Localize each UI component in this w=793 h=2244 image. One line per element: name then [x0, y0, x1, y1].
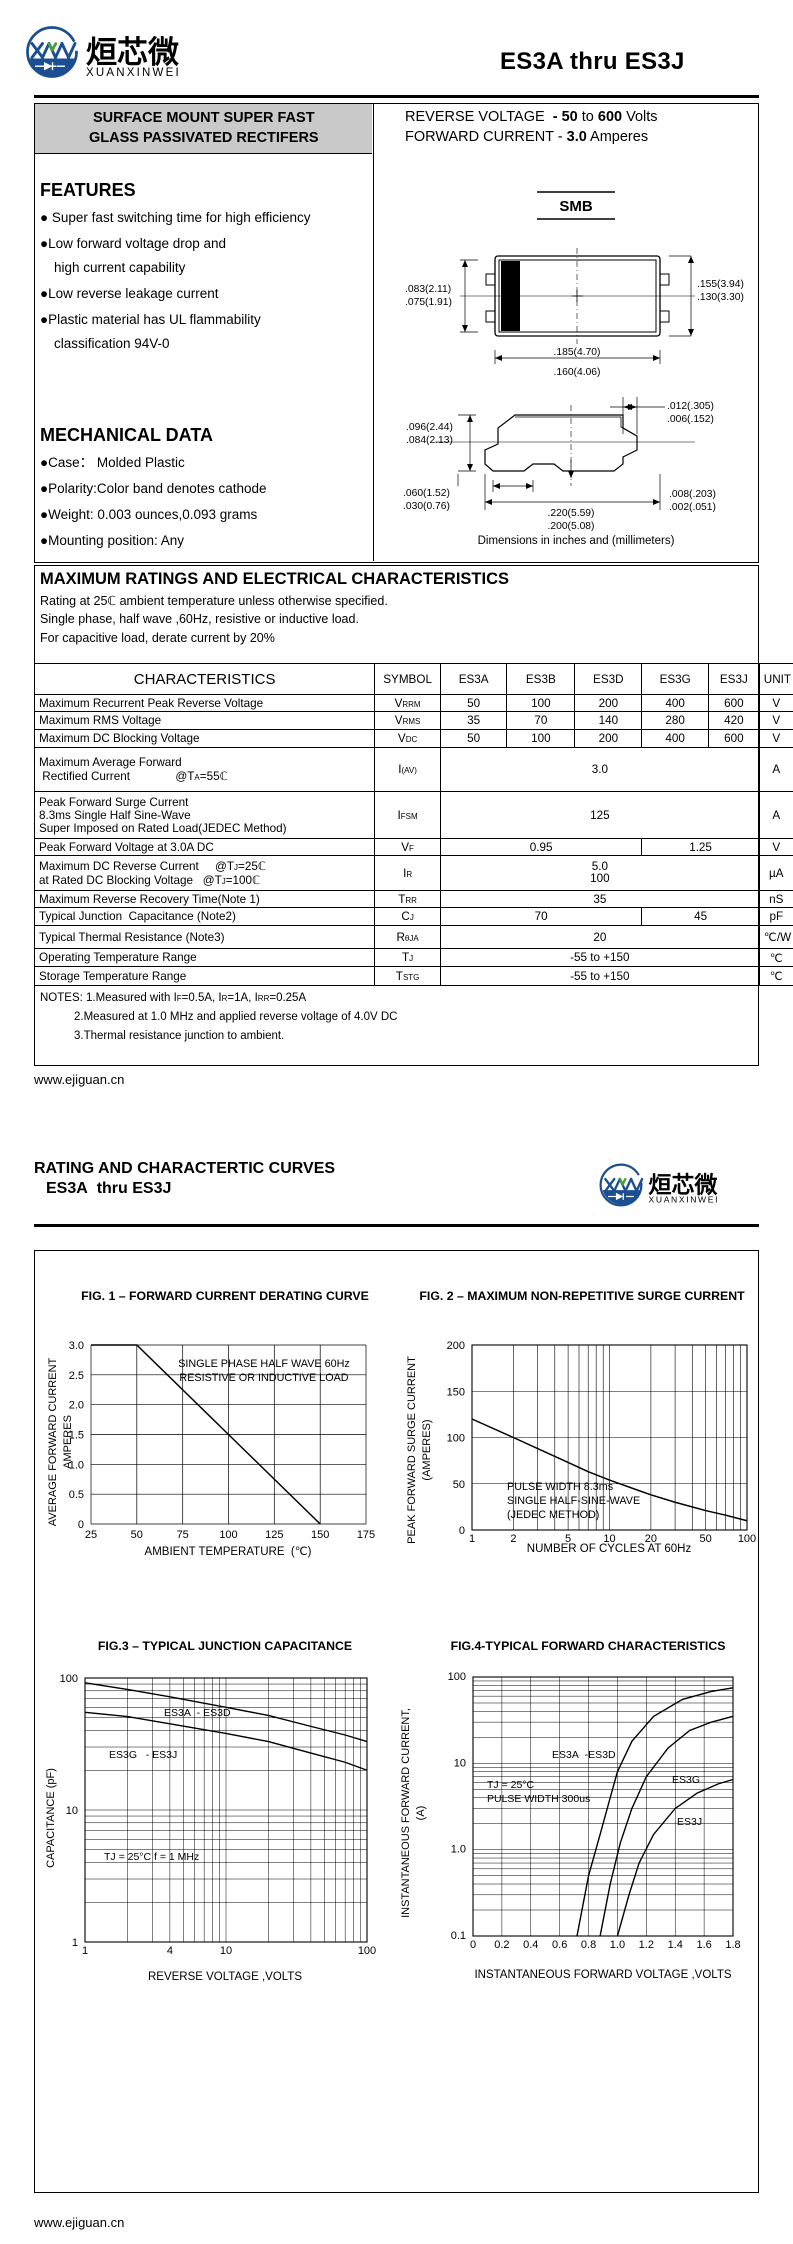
svg-text:.060(1.52): .060(1.52): [403, 488, 450, 499]
svg-text:50: 50: [453, 1479, 465, 1491]
svg-text:1.4: 1.4: [668, 1939, 683, 1951]
svg-text:.008(.203): .008(.203): [669, 489, 716, 500]
svg-text:ES3A -ES3D: ES3A -ES3D: [552, 1749, 616, 1761]
svg-text:0: 0: [78, 1519, 84, 1531]
svg-text:175: 175: [357, 1529, 375, 1541]
svg-text:25: 25: [85, 1529, 97, 1541]
svg-text:ES3G - ES3J: ES3G - ES3J: [109, 1749, 177, 1761]
svg-text:FIG.4-TYPICAL FORWARD CHARACTE: FIG.4-TYPICAL FORWARD CHARACTERISTICS: [451, 1639, 726, 1653]
svg-text:0.1: 0.1: [451, 1930, 466, 1942]
svg-text:50: 50: [699, 1533, 711, 1545]
svg-text:.160(4.06): .160(4.06): [554, 367, 601, 378]
svg-text:TJ = 25°C f = 1 MHz: TJ = 25°C f = 1 MHz: [104, 1851, 199, 1863]
svg-text:AMBIENT TEMPERATURE (℃): AMBIENT TEMPERATURE (℃): [145, 1546, 312, 1558]
svg-text:100: 100: [358, 1945, 376, 1957]
svg-text:.002(.051): .002(.051): [669, 502, 716, 513]
svg-text:PULSE WIDTH 8.3ms: PULSE WIDTH 8.3ms: [507, 1481, 614, 1493]
svg-text:1.0: 1.0: [610, 1939, 625, 1951]
svg-text:.084(2.13): .084(2.13): [406, 435, 453, 446]
svg-text:NUMBER OF CYCLES AT 60Hz: NUMBER OF CYCLES AT 60Hz: [527, 1543, 692, 1555]
svg-text:XUANXINWEI: XUANXINWEI: [649, 1194, 720, 1204]
svg-text:1: 1: [82, 1945, 88, 1957]
svg-text:50: 50: [131, 1529, 143, 1541]
svg-text:2.0: 2.0: [69, 1400, 84, 1412]
svg-text:REVERSE VOLTAGE ,VOLTS: REVERSE VOLTAGE ,VOLTS: [148, 1971, 302, 1983]
svg-text:.012(.305): .012(.305): [667, 401, 714, 412]
svg-text:.083(2.11): .083(2.11): [405, 284, 451, 295]
svg-text:10: 10: [66, 1805, 78, 1817]
svg-text:XUANXINWEI: XUANXINWEI: [86, 67, 181, 79]
svg-text:10: 10: [220, 1945, 232, 1957]
svg-text:RESISTIVE OR INDUCTIVE LOAD: RESISTIVE OR INDUCTIVE LOAD: [179, 1372, 348, 1384]
svg-text:.006(.152): .006(.152): [667, 414, 714, 425]
svg-text:100: 100: [447, 1433, 465, 1445]
svg-text:1.2: 1.2: [639, 1939, 654, 1951]
svg-text:ES3A - ES3D: ES3A - ES3D: [164, 1707, 231, 1719]
svg-text:.096(2.44): .096(2.44): [406, 422, 453, 433]
svg-text:.075(1.91): .075(1.91): [405, 297, 452, 308]
svg-text:.130(3.30): .130(3.30): [697, 292, 744, 303]
svg-text:烜芯微: 烜芯微: [86, 35, 179, 70]
svg-text:PEAK FORWARD SURGE CURRENT: PEAK FORWARD SURGE CURRENT: [406, 1356, 418, 1544]
svg-text:ES3J: ES3J: [677, 1816, 702, 1828]
svg-text:10: 10: [454, 1757, 466, 1769]
svg-text:.030(0.76): .030(0.76): [403, 501, 450, 512]
svg-text:.200(5.08): .200(5.08): [548, 521, 595, 532]
svg-text:0.4: 0.4: [523, 1939, 538, 1951]
svg-text:4: 4: [167, 1945, 173, 1957]
svg-text:100: 100: [60, 1673, 78, 1685]
svg-text:(A): (A): [415, 1806, 427, 1821]
svg-text:FIG.3 – TYPICAL JUNCTION CAPAC: FIG.3 – TYPICAL JUNCTION CAPACITANCE: [98, 1639, 352, 1653]
svg-text:1.6: 1.6: [696, 1939, 711, 1951]
svg-text:1: 1: [469, 1533, 475, 1545]
svg-text:2: 2: [510, 1533, 516, 1545]
svg-text:AMPERES: AMPERES: [62, 1415, 74, 1469]
svg-text:FIG. 2 – MAXIMUM NON-REPETITIV: FIG. 2 – MAXIMUM NON-REPETITIVE SURGE CU…: [419, 1289, 745, 1303]
svg-text:烜芯微: 烜芯微: [649, 1171, 718, 1197]
svg-text:1.8: 1.8: [725, 1939, 740, 1951]
svg-text:150: 150: [311, 1529, 329, 1541]
svg-text:1.0: 1.0: [451, 1844, 466, 1856]
svg-text:CAPACITANCE (pF): CAPACITANCE (pF): [45, 1768, 57, 1868]
svg-text:150: 150: [447, 1386, 465, 1398]
svg-text:SINGLE HALF-SINE-WAVE: SINGLE HALF-SINE-WAVE: [507, 1495, 640, 1507]
svg-text:2.5: 2.5: [69, 1370, 84, 1382]
svg-text:.155(3.94): .155(3.94): [697, 279, 744, 290]
svg-text:TJ = 25°C: TJ = 25°C: [487, 1779, 535, 1791]
svg-text:SINGLE PHASE HALF WAVE 60Hz: SINGLE PHASE HALF WAVE 60Hz: [178, 1358, 350, 1370]
svg-text:0.8: 0.8: [581, 1939, 596, 1951]
svg-text:100: 100: [219, 1529, 237, 1541]
svg-text:0: 0: [459, 1525, 465, 1537]
svg-text:INSTANTANEOUS FORWARD CURRENT,: INSTANTANEOUS FORWARD CURRENT,: [400, 1708, 412, 1918]
svg-text:0.5: 0.5: [69, 1489, 84, 1501]
svg-text:ES3G: ES3G: [672, 1774, 700, 1786]
svg-text:100: 100: [448, 1671, 466, 1683]
svg-text:125: 125: [265, 1529, 283, 1541]
svg-text:200: 200: [447, 1340, 465, 1352]
svg-text:.185(4.70): .185(4.70): [554, 347, 601, 358]
svg-text:0: 0: [470, 1939, 476, 1951]
svg-text:PULSE WIDTH 300us: PULSE WIDTH 300us: [487, 1793, 590, 1805]
svg-text:(AMPERES): (AMPERES): [421, 1419, 433, 1480]
svg-text:.220(5.59): .220(5.59): [548, 508, 595, 519]
svg-text:0.6: 0.6: [552, 1939, 567, 1951]
svg-text:AVERAGE FORWARD CURRENT: AVERAGE FORWARD CURRENT: [47, 1357, 59, 1526]
svg-text:INSTANTANEOUS FORWARD VOLTAGE: INSTANTANEOUS FORWARD VOLTAGE ,VOLTS: [474, 1969, 731, 1981]
svg-text:100: 100: [738, 1533, 756, 1545]
svg-text:SMB: SMB: [559, 198, 593, 215]
svg-text:Dimensions in inches and (mill: Dimensions in inches and (millimeters): [478, 535, 675, 547]
svg-text:(JEDEC METHOD): (JEDEC METHOD): [507, 1509, 599, 1521]
svg-text:75: 75: [177, 1529, 189, 1541]
svg-text:1: 1: [72, 1937, 78, 1949]
svg-text:0.2: 0.2: [494, 1939, 509, 1951]
svg-text:3.0: 3.0: [69, 1340, 84, 1352]
svg-text:FIG. 1 – FORWARD CURRENT DERAT: FIG. 1 – FORWARD CURRENT DERATING CURVE: [81, 1289, 369, 1303]
